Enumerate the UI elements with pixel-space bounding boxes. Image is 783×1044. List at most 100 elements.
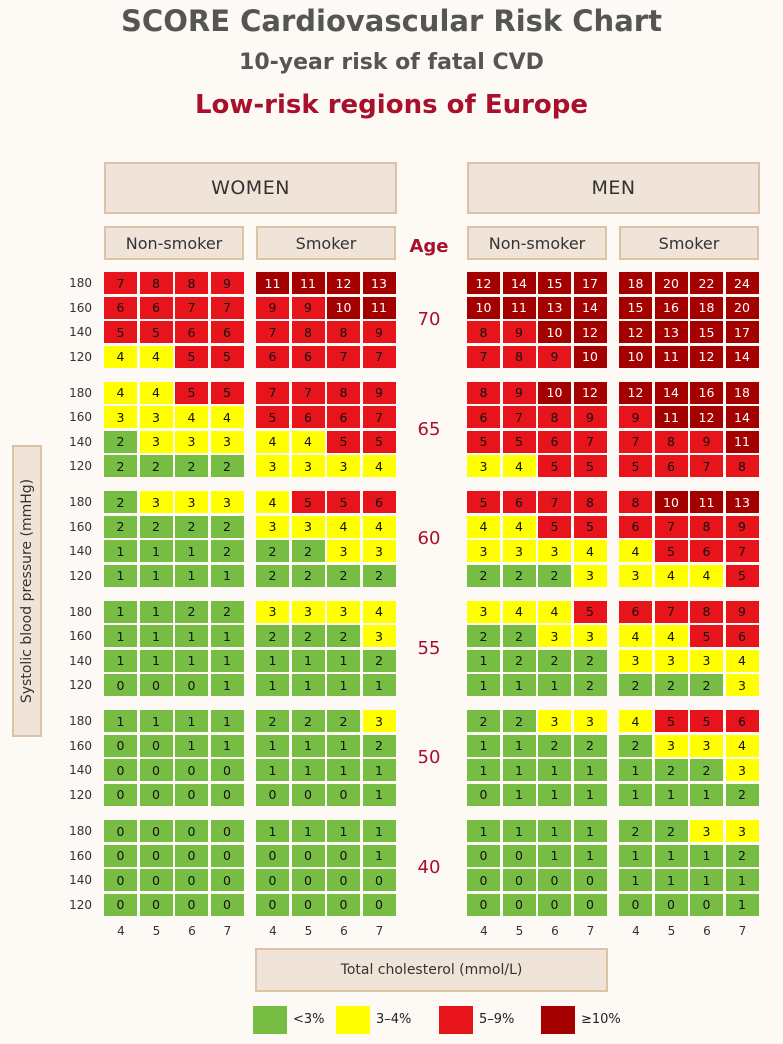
sbp-tick-label: 180 (69, 276, 92, 290)
risk-cell: 1 (291, 759, 326, 783)
age-label: 55 (417, 637, 441, 659)
sbp-tick-label: 160 (69, 738, 92, 753)
risk-cell: 9 (291, 296, 326, 320)
risk-cell: 6 (256, 345, 290, 369)
risk-cell: 5 (690, 710, 724, 734)
risk-cell: 0 (139, 783, 174, 807)
risk-cell: 1 (175, 649, 209, 673)
risk-cell: 9 (502, 381, 537, 405)
risk-cell: 0 (210, 759, 245, 783)
risk-cell: 2 (210, 515, 245, 539)
risk-cell: 1 (573, 783, 608, 807)
age-label: 70 (417, 309, 441, 330)
risk-cell: 9 (256, 296, 290, 320)
legend-label: <3% (293, 1012, 325, 1027)
cholesterol-tick-label: 4 (269, 924, 277, 938)
risk-cell: 4 (362, 515, 397, 539)
risk-cell: 4 (104, 381, 138, 405)
risk-cell: 1 (467, 759, 501, 783)
risk-cell: 3 (619, 649, 653, 673)
risk-cell: 0 (175, 783, 209, 807)
risk-cell: 0 (104, 869, 138, 892)
risk-cell: 5 (139, 321, 174, 344)
age-header: Age (409, 236, 449, 257)
risk-cell: 1 (139, 710, 174, 734)
risk-cell: 1 (573, 844, 608, 868)
risk-cell: 6 (502, 491, 537, 515)
risk-cell: 2 (502, 649, 537, 673)
risk-cell: 2 (291, 625, 326, 649)
risk-cell: 0 (139, 844, 174, 868)
risk-cell: 0 (690, 893, 724, 917)
cholesterol-tick-label: 6 (703, 924, 711, 938)
risk-cell: 2 (104, 455, 138, 479)
risk-cell: 1 (538, 674, 572, 698)
risk-cell: 5 (573, 455, 608, 479)
risk-cell: 2 (725, 844, 760, 868)
risk-cell: 4 (502, 455, 537, 479)
risk-cell: 14 (654, 381, 689, 405)
risk-cell: 4 (175, 406, 209, 430)
risk-cell: 3 (502, 540, 537, 564)
risk-cell: 0 (502, 869, 537, 892)
risk-cell: 8 (573, 491, 608, 515)
risk-cell: 1 (573, 820, 608, 843)
risk-cell: 10 (619, 345, 653, 369)
risk-cell: 7 (467, 345, 501, 369)
risk-cell: 4 (619, 540, 653, 564)
risk-cell: 0 (467, 869, 501, 892)
risk-cell: 12 (327, 272, 361, 295)
risk-cell: 6 (619, 600, 653, 624)
risk-cell: 0 (291, 783, 326, 807)
risk-cell: 0 (104, 820, 138, 843)
risk-cell: 2 (573, 734, 608, 758)
risk-cell: 0 (654, 893, 689, 917)
risk-cell: 1 (256, 674, 290, 698)
risk-cell: 0 (467, 893, 501, 917)
risk-cell: 2 (690, 759, 724, 783)
risk-cell: 3 (654, 649, 689, 673)
risk-cell: 4 (619, 710, 653, 734)
risk-cell: 14 (725, 406, 760, 430)
risk-cell: 0 (291, 844, 326, 868)
risk-cell: 1 (139, 649, 174, 673)
risk-cell: 8 (619, 491, 653, 515)
risk-cell: 8 (327, 321, 361, 344)
risk-cell: 1 (256, 649, 290, 673)
risk-cell: 7 (104, 272, 138, 295)
risk-cell: 0 (327, 893, 361, 917)
risk-cell: 8 (327, 381, 361, 405)
risk-cell: 1 (467, 820, 501, 843)
risk-cell: 2 (175, 600, 209, 624)
risk-cell: 0 (104, 759, 138, 783)
risk-cell: 2 (538, 564, 572, 588)
risk-cell: 1 (175, 734, 209, 758)
risk-cell: 0 (175, 674, 209, 698)
women-non-smoker-header: Non-smoker (104, 226, 244, 260)
risk-cell: 5 (291, 491, 326, 515)
legend-label: ≥10% (581, 1012, 621, 1027)
cholesterol-tick-label: 4 (632, 924, 640, 938)
risk-cell: 2 (291, 564, 326, 588)
sbp-tick-label: 140 (69, 544, 92, 559)
risk-cell: 5 (502, 430, 537, 454)
risk-cell: 2 (104, 515, 138, 539)
risk-cell: 1 (104, 649, 138, 673)
risk-cell: 5 (654, 710, 689, 734)
risk-cell: 14 (573, 296, 608, 320)
risk-cell: 2 (175, 455, 209, 479)
risk-cell: 11 (654, 406, 689, 430)
age-label: 50 (417, 747, 441, 769)
risk-cell: 1 (538, 783, 572, 807)
risk-cell: 10 (538, 321, 572, 344)
risk-cell: 0 (538, 893, 572, 917)
risk-cell: 2 (256, 564, 290, 588)
risk-cell: 7 (654, 600, 689, 624)
risk-cell: 5 (104, 321, 138, 344)
risk-cell: 8 (654, 430, 689, 454)
risk-cell: 1 (210, 649, 245, 673)
risk-cell: 3 (291, 600, 326, 624)
risk-cell: 2 (502, 564, 537, 588)
men-non-smoker-header: Non-smoker (467, 226, 607, 260)
risk-cell: 7 (690, 455, 724, 479)
